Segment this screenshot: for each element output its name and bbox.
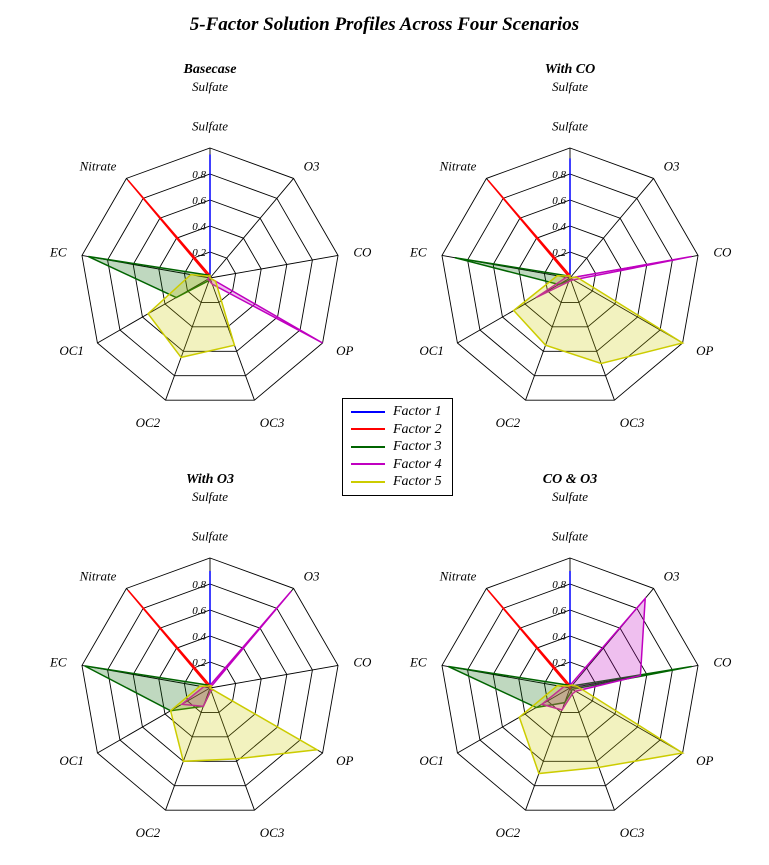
legend-item: Factor 3 xyxy=(351,438,442,456)
radar-axis-label: OP xyxy=(336,343,353,358)
legend-item: Factor 5 xyxy=(351,473,442,491)
radar-axis-label: CO xyxy=(353,655,372,670)
radar-axis-label: OC3 xyxy=(620,825,645,840)
radar-tick-label: 0.4 xyxy=(192,631,206,643)
radar-axis-label: OP xyxy=(336,753,353,768)
legend: Factor 1Factor 2Factor 3Factor 4Factor 5 xyxy=(342,398,453,496)
radar-axis-label: OC2 xyxy=(136,415,161,430)
legend-label: Factor 4 xyxy=(393,456,442,474)
radar-axis-label: CO xyxy=(353,245,372,260)
radar-svg-wrap: 0.20.40.60.8SulfateO3COOPOC3OC2OC1ECNitr… xyxy=(40,78,380,448)
radar-axis-label: OC1 xyxy=(59,343,84,358)
radar-axis-label: EC xyxy=(49,245,67,260)
radar-axis-label: OC2 xyxy=(136,825,161,840)
radar-axis-label: Nitrate xyxy=(79,568,117,583)
radar-axis-label: O3 xyxy=(664,158,680,173)
radar-tick-label: 0.4 xyxy=(552,221,566,233)
radar-axis-label: OC3 xyxy=(260,825,285,840)
radar-axis-label: Sulfate xyxy=(192,118,228,133)
radar-axis-label: CO xyxy=(713,245,732,260)
radar-tick-label: 0.6 xyxy=(192,605,206,617)
radar-tick-label: 0.4 xyxy=(552,631,566,643)
radar-axis-label: O3 xyxy=(304,568,320,583)
radar-tick-label: 0.6 xyxy=(192,195,206,207)
radar-axis-label: Sulfate xyxy=(192,528,228,543)
radar-svg-wrap: 0.20.40.60.8SulfateO3COOPOC3OC2OC1ECNitr… xyxy=(40,488,380,858)
radar-panel-with_co: With COSulfate0.20.40.60.8SulfateO3COOPO… xyxy=(400,60,740,430)
radar-axis-label: Sulfate xyxy=(552,528,588,543)
legend-item: Factor 4 xyxy=(351,456,442,474)
radar-axis-label: Nitrate xyxy=(439,568,477,583)
radar-spoke xyxy=(210,665,338,688)
radar-tick-label: 0.8 xyxy=(192,169,206,181)
radar-spoke xyxy=(210,178,294,278)
legend-item: Factor 1 xyxy=(351,403,442,421)
radar-spoke xyxy=(210,255,338,278)
legend-swatch xyxy=(351,481,385,483)
radar-svg-wrap: 0.20.40.60.8SulfateO3COOPOC3OC2OC1ECNitr… xyxy=(400,488,740,858)
radar-spoke xyxy=(570,178,654,278)
radar-axis-label: EC xyxy=(49,655,67,670)
legend-label: Factor 3 xyxy=(393,438,442,456)
radar-axis-label: OC1 xyxy=(419,343,444,358)
legend-label: Factor 2 xyxy=(393,421,442,439)
radar-axis-label: EC xyxy=(409,245,427,260)
radar-axis-label: OP xyxy=(696,753,713,768)
radar-series xyxy=(514,275,683,363)
radar-axis-label: CO xyxy=(713,655,732,670)
panel-title: With CO xyxy=(400,62,740,78)
radar-svg-wrap: 0.20.40.60.8SulfateO3COOPOC3OC2OC1ECNitr… xyxy=(400,78,740,448)
radar-series xyxy=(519,685,682,774)
radar-panel-basecase: BasecaseSulfate0.20.40.60.8SulfateO3COOP… xyxy=(40,60,380,430)
legend-swatch xyxy=(351,411,385,413)
radar-axis-label: O3 xyxy=(664,568,680,583)
radar-axis-label: Nitrate xyxy=(439,158,477,173)
radar-tick-label: 0.8 xyxy=(552,579,566,591)
radar-axis-label: OC2 xyxy=(496,825,521,840)
radar-axis-label: Nitrate xyxy=(79,158,117,173)
page-title: 5-Factor Solution Profiles Across Four S… xyxy=(0,14,769,36)
legend-label: Factor 5 xyxy=(393,473,442,491)
radar-tick-label: 0.8 xyxy=(192,579,206,591)
radar-axis-label: OC3 xyxy=(620,415,645,430)
panel-title: Basecase xyxy=(40,62,380,78)
legend-label: Factor 1 xyxy=(393,403,442,421)
radar-tick-label: 0.4 xyxy=(192,221,206,233)
radar-panel-with_o3: With O3Sulfate0.20.40.60.8SulfateO3COOPO… xyxy=(40,470,380,840)
radar-tick-label: 0.6 xyxy=(552,605,566,617)
figure-root: 5-Factor Solution Profiles Across Four S… xyxy=(0,0,769,865)
radar-panel-co_o3: CO & O3Sulfate0.20.40.60.8SulfateO3COOPO… xyxy=(400,470,740,840)
radar-axis-label: Sulfate xyxy=(552,118,588,133)
radar-axis-label: OC2 xyxy=(496,415,521,430)
radar-tick-label: 0.6 xyxy=(552,195,566,207)
radar-axis-label: OC1 xyxy=(419,753,444,768)
radar-axis-label: EC xyxy=(409,655,427,670)
panel-title: With O3 xyxy=(40,472,380,488)
legend-swatch xyxy=(351,428,385,430)
radar-series xyxy=(171,685,317,761)
radar-axis-label: OP xyxy=(696,343,713,358)
radar-axis-label: OC3 xyxy=(260,415,285,430)
legend-item: Factor 2 xyxy=(351,421,442,439)
radar-axis-label: OC1 xyxy=(59,753,84,768)
radar-axis-label: O3 xyxy=(304,158,320,173)
legend-swatch xyxy=(351,463,385,465)
legend-swatch xyxy=(351,446,385,448)
radar-tick-label: 0.8 xyxy=(552,169,566,181)
